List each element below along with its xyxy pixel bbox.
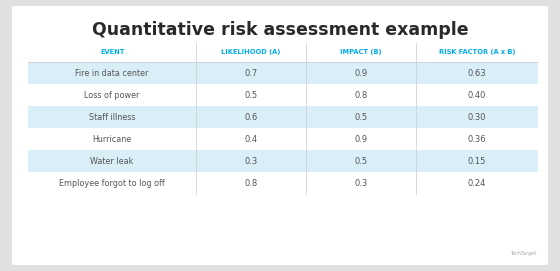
FancyBboxPatch shape [28, 106, 538, 128]
Text: 0.40: 0.40 [468, 91, 486, 99]
Text: 0.30: 0.30 [468, 112, 486, 121]
Text: 0.7: 0.7 [245, 69, 258, 78]
Text: 0.63: 0.63 [468, 69, 486, 78]
Text: 0.36: 0.36 [468, 134, 486, 144]
Text: Employee forgot to log off: Employee forgot to log off [59, 179, 165, 188]
Text: 0.9: 0.9 [354, 134, 367, 144]
Text: LIKELIHOOD (A): LIKELIHOOD (A) [221, 49, 281, 55]
FancyBboxPatch shape [28, 62, 538, 84]
Text: RISK FACTOR (A x B): RISK FACTOR (A x B) [438, 49, 515, 55]
Text: EVENT: EVENT [100, 49, 124, 55]
Text: 0.8: 0.8 [245, 179, 258, 188]
Text: 0.5: 0.5 [245, 91, 258, 99]
Text: 0.9: 0.9 [354, 69, 367, 78]
Text: 0.3: 0.3 [245, 156, 258, 166]
Text: 0.15: 0.15 [468, 156, 486, 166]
Text: Quantitative risk assessment example: Quantitative risk assessment example [92, 21, 468, 39]
Text: 0.5: 0.5 [354, 156, 367, 166]
Text: 0.8: 0.8 [354, 91, 367, 99]
Text: 0.24: 0.24 [468, 179, 486, 188]
Text: 0.4: 0.4 [245, 134, 258, 144]
Text: Loss of power: Loss of power [85, 91, 140, 99]
Text: 0.6: 0.6 [245, 112, 258, 121]
Text: Fire in data center: Fire in data center [76, 69, 149, 78]
Text: TechTarget: TechTarget [510, 250, 536, 256]
Text: IMPACT (B): IMPACT (B) [340, 49, 381, 55]
Text: 0.3: 0.3 [354, 179, 367, 188]
Text: Staff illness: Staff illness [89, 112, 136, 121]
Text: Hurricane: Hurricane [92, 134, 132, 144]
Text: 0.5: 0.5 [354, 112, 367, 121]
FancyBboxPatch shape [28, 150, 538, 172]
FancyBboxPatch shape [12, 6, 548, 265]
Text: Water leak: Water leak [91, 156, 134, 166]
